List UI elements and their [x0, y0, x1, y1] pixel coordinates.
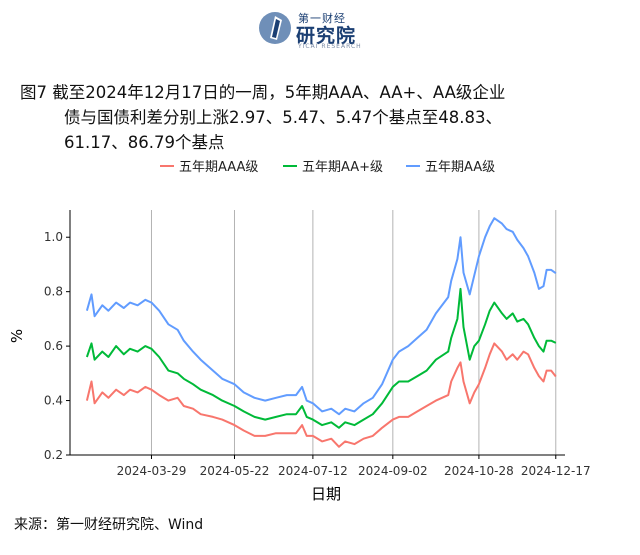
- caption-line-2: 债与国债利差分别上涨2.97、5.47、5.47个基点至48.83、: [64, 108, 502, 127]
- legend-label-2: 五年期AA+级: [302, 160, 383, 175]
- legend-label-1: 五年期AAA级: [179, 160, 258, 175]
- series-line-2: [85, 287, 557, 429]
- logo-top-text: 第一财经: [298, 12, 346, 25]
- figure-caption: 图7 截至2024年12月17日的一周，5年期AAA、AA+、AA级企业 债与国…: [20, 80, 630, 155]
- x-tick-label: 2024-03-29: [117, 464, 187, 478]
- logo-sub-text: YICAI RESEARCH: [298, 43, 362, 50]
- y-axis-label: %: [8, 329, 26, 343]
- y-tick-label: 0.4: [44, 394, 63, 408]
- plot-grid: [150, 210, 557, 455]
- logo-main-text: 研究院: [296, 25, 357, 47]
- source-note: 来源：第一财经研究院、Wind: [14, 517, 204, 533]
- x-axis: 2024-03-29 2024-05-22 2024-07-12 2024-09-02…: [70, 454, 591, 478]
- x-tick-label: 2024-12-17: [521, 464, 591, 478]
- series-line-1: [85, 342, 557, 448]
- x-tick-label: 2024-09-02: [358, 464, 428, 478]
- x-axis-label: 日期: [311, 485, 341, 503]
- y-axis: 0.2 0.4 0.6 0.8 1.0: [44, 210, 71, 462]
- logo-mark-icon: [259, 12, 291, 44]
- series-line-3: [85, 217, 557, 416]
- caption-line-3: 61.17、86.79个基点: [64, 133, 225, 152]
- spread-line-chart: 五年期AAA级 五年期AA+级 五年期AA级 0.2 0.4 0.6 0.8 1.0 202…: [8, 160, 591, 503]
- x-tick-label: 2024-10-28: [444, 464, 514, 478]
- legend-label-3: 五年期AA级: [425, 160, 495, 175]
- logo: 第一财经 研究院 YICAI RESEARCH: [258, 6, 408, 52]
- chart-legend: 五年期AAA级 五年期AA+级 五年期AA级: [160, 160, 495, 175]
- y-tick-label: 0.8: [44, 285, 63, 299]
- y-tick-label: 0.6: [44, 339, 63, 353]
- x-tick-label: 2024-05-22: [200, 464, 270, 478]
- plot-lines: [85, 217, 557, 448]
- caption-line-1: 图7 截至2024年12月17日的一周，5年期AAA、AA+、AA级企业: [20, 83, 506, 102]
- x-tick-label: 2024-07-12: [278, 464, 348, 478]
- y-tick-label: 1.0: [44, 230, 63, 244]
- y-tick-label: 0.2: [44, 448, 63, 462]
